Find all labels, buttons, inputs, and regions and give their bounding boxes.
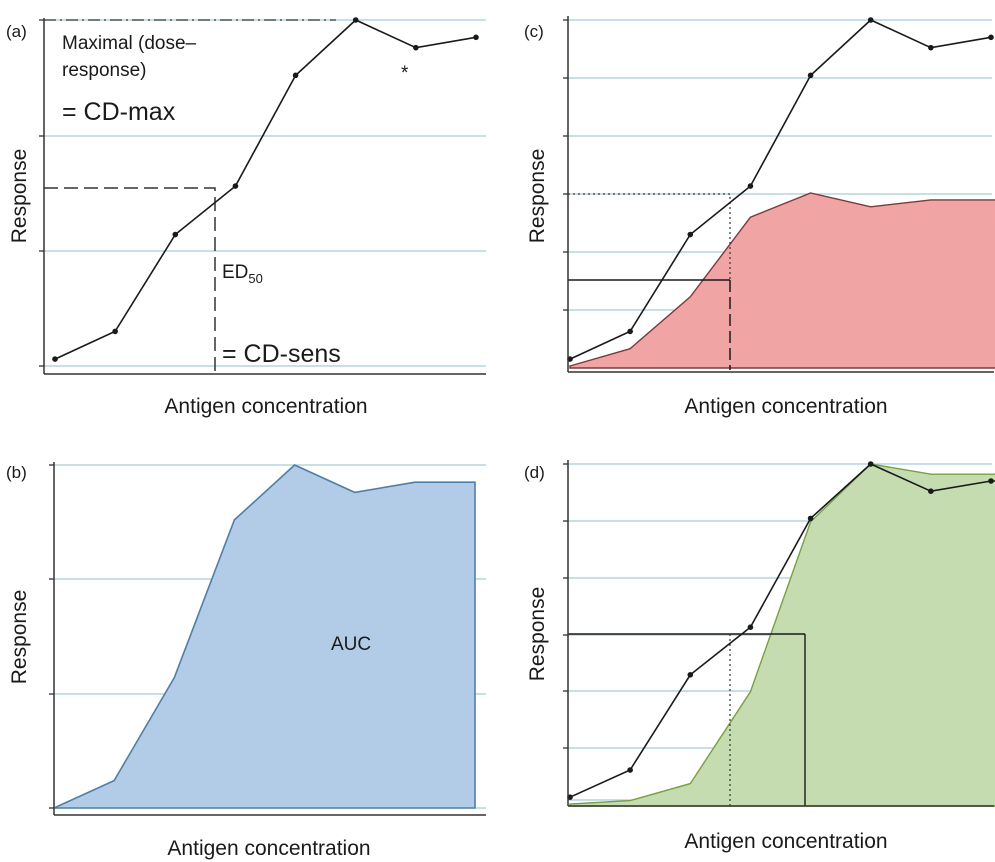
auc-label: AUC <box>331 634 371 655</box>
data-point <box>747 624 754 630</box>
data-point <box>807 72 814 79</box>
panel-d: (d) Antigen concentration Response <box>524 460 995 853</box>
panel-a: (a) Maximal (dose– response) = CD-max ED… <box>6 17 486 418</box>
panel-b-x-axis-title: Antigen concentration <box>167 837 370 860</box>
data-point <box>473 34 479 41</box>
panel-c-red-area <box>569 192 995 369</box>
panel-b-auc-area <box>53 464 476 809</box>
data-point <box>112 328 118 335</box>
data-point <box>988 478 994 484</box>
panel-d-points <box>567 461 994 800</box>
data-point <box>867 461 874 467</box>
data-point <box>413 44 419 51</box>
cd-sens-label: = CD-sens <box>222 340 341 368</box>
ed50-dashed-guide <box>44 187 216 374</box>
data-point <box>292 72 299 79</box>
panel-c-x-axis-title: Antigen concentration <box>684 395 887 418</box>
data-point <box>627 328 633 335</box>
panel-b-y-axis-title: Response <box>8 590 31 685</box>
data-point <box>928 488 934 495</box>
panel-c-y-axis-title: Response <box>526 149 549 244</box>
panel-c-points <box>567 17 994 362</box>
data-point <box>52 356 58 362</box>
panel-a-y-axis-title: Response <box>8 149 31 244</box>
panel-d-x-axis-title: Antigen concentration <box>684 830 887 853</box>
data-point <box>232 183 239 189</box>
panel-b-label: (b) <box>6 463 27 482</box>
panel-c-label: (c) <box>524 22 544 41</box>
data-point <box>352 17 359 23</box>
data-point <box>687 672 694 678</box>
maximal-label-line1: Maximal (dose– <box>62 33 197 54</box>
data-point <box>988 34 994 41</box>
panel-c-dotted-guide <box>568 193 731 280</box>
data-point <box>627 767 633 773</box>
cd-max-label: = CD-max <box>62 98 176 126</box>
star-marker: * <box>401 63 409 84</box>
panel-c-dose-response-line <box>569 19 992 360</box>
panel-a-label: (a) <box>6 22 27 41</box>
panel-a-points <box>52 17 479 362</box>
data-point <box>867 17 874 23</box>
data-point <box>928 44 934 51</box>
maximal-label-line2: response) <box>62 60 147 81</box>
panel-a-dose-response-line <box>54 19 477 360</box>
panel-a-x-axis-title: Antigen concentration <box>164 395 367 418</box>
data-point <box>687 231 694 238</box>
panel-d-green-area <box>569 463 995 807</box>
panel-b: (b) AUC Antigen concentration Response <box>6 462 486 860</box>
data-point <box>172 231 179 238</box>
data-point <box>747 183 754 189</box>
panel-d-label: (d) <box>524 463 545 482</box>
ed50-label: ED50 <box>222 262 263 286</box>
data-point <box>807 515 814 522</box>
panel-c: (c) Antigen concentration Response <box>524 16 995 418</box>
panel-d-y-axis-title: Response <box>526 587 549 682</box>
